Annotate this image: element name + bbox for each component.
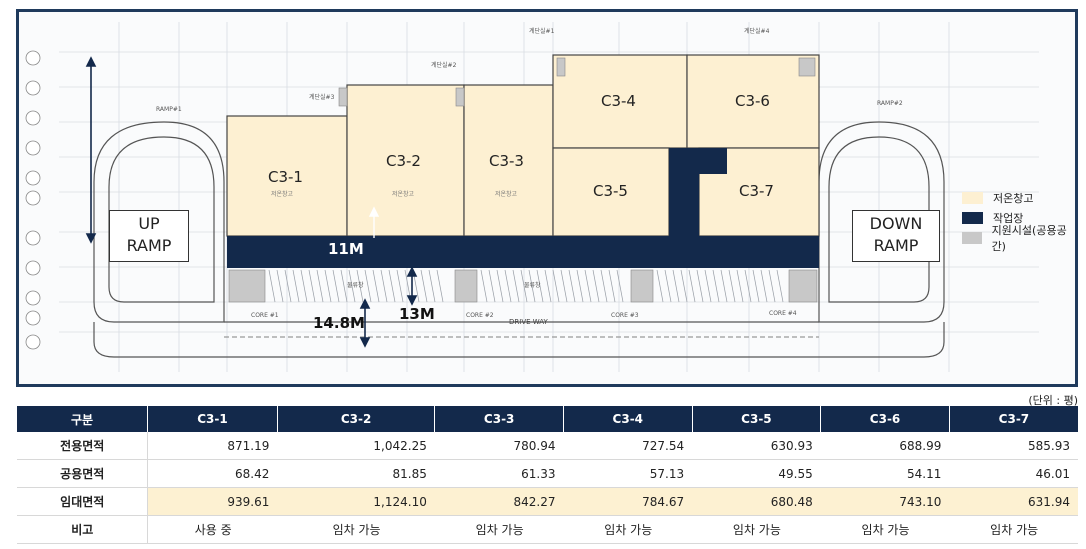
down-ramp-text-1: DOWN	[869, 214, 923, 233]
ramp-label: RAMP#2	[877, 100, 903, 107]
table-cell: 871.19	[147, 432, 278, 460]
floor-plan-drawing	[25, 22, 1039, 372]
dim-13m: 13M	[399, 305, 435, 323]
stair-label: 계단실#1	[529, 28, 555, 35]
table-row: 임대면적 939.61 1,124.10 842.27 784.67 680.4…	[16, 487, 1078, 516]
unit-c3-6-area	[686, 54, 820, 149]
table-header-row: 구분 C3-1 C3-2 C3-3 C3-4 C3-5 C3-6 C3-7	[16, 406, 1078, 432]
up-ramp-text-2: RAMP	[126, 236, 172, 255]
legend-item-warehouse: 저온창고	[962, 188, 1075, 208]
down-ramp-text-2: RAMP	[873, 236, 919, 255]
table-cell: 49.55	[692, 459, 821, 488]
dock-label: 물류창	[347, 282, 364, 289]
unit-c3-1-area	[226, 115, 348, 237]
table-cell: 68.42	[147, 459, 278, 488]
table-cell: 임차 가능	[949, 515, 1078, 544]
table-cell: 842.27	[434, 487, 564, 516]
legend-item-work: 작업장	[962, 208, 1075, 228]
unit-c3-1-label: C3-1	[268, 168, 303, 186]
stair-label: 계단실#4	[744, 28, 770, 35]
legend-label-support: 지원시설(공용공간)	[991, 224, 1067, 253]
table-cell: 46.01	[949, 459, 1078, 488]
table-cell: 54.11	[820, 459, 950, 488]
table-row: 공용면적 68.42 81.85 61.33 57.13 49.55 54.11…	[16, 459, 1078, 488]
legend-swatch-work	[962, 212, 983, 224]
col-header: C3-7	[948, 406, 1078, 432]
table-cell: 임차 가능	[434, 515, 564, 544]
dim-14-8m: 14.8M	[313, 314, 365, 332]
dock-label: 물류창	[524, 282, 541, 289]
stair-label: 계단실#2	[431, 62, 457, 69]
unit-c3-3-label: C3-3	[489, 152, 524, 170]
table-cell: 631.94	[949, 487, 1078, 516]
table-cell: 743.10	[820, 487, 950, 516]
unit-c3-4-label: C3-4	[601, 92, 636, 110]
up-ramp-label: UP RAMP	[109, 210, 189, 262]
col-header: C3-6	[820, 406, 950, 432]
table-cell: 1,124.10	[277, 487, 435, 516]
stair-label: 계단실#3	[309, 94, 335, 101]
core-label: CORE #3	[611, 312, 639, 319]
unit-c3-4-area	[552, 54, 688, 149]
unit-c3-3-sub: 저온창고	[495, 191, 518, 198]
table-cell: 780.94	[434, 432, 564, 460]
legend: 저온창고 작업장 지원시설(공용공간)	[962, 188, 1075, 253]
col-header: C3-2	[276, 406, 435, 432]
unit-c3-2-area	[346, 84, 465, 237]
col-header: C3-3	[434, 406, 564, 432]
floor-plan: 계단실#1 계단실#2 계단실#3 계단실#4 RAMP#1 RAMP#2 CO…	[16, 9, 1078, 387]
legend-swatch-support	[962, 232, 982, 244]
legend-label-warehouse: 저온창고	[993, 192, 1034, 205]
col-header: 구분	[16, 406, 148, 432]
table-cell: 임차 가능	[820, 515, 950, 544]
row-header: 임대면적	[16, 487, 148, 516]
table-cell: 688.99	[820, 432, 950, 460]
table-cell: 61.33	[434, 459, 564, 488]
legend-label-work: 작업장	[993, 212, 1024, 225]
unit-c3-1-sub: 저온창고	[271, 191, 294, 198]
table-cell: 630.93	[692, 432, 821, 460]
col-header: C3-1	[147, 406, 278, 432]
down-ramp-label: DOWN RAMP	[852, 210, 940, 262]
table-cell: 727.54	[563, 432, 693, 460]
legend-item-support: 지원시설(공용공간)	[962, 224, 1075, 253]
table-cell: 784.67	[563, 487, 693, 516]
table-cell: 임차 가능	[563, 515, 693, 544]
col-header: C3-5	[691, 406, 821, 432]
unit-c3-5-label: C3-5	[593, 182, 628, 200]
unit-note: (단위 : 평)	[1028, 394, 1078, 407]
table-row: 전용면적 871.19 1,042.25 780.94 727.54 630.9…	[16, 432, 1078, 460]
table-cell: 사용 중	[147, 515, 278, 544]
unit-c3-2-label: C3-2	[386, 152, 421, 170]
ramp-label: RAMP#1	[156, 106, 182, 113]
table-cell: 939.61	[147, 487, 278, 516]
core-label: CORE #1	[251, 312, 279, 319]
unit-c3-5-area	[552, 147, 670, 237]
table-cell: 임차 가능	[692, 515, 821, 544]
core-label: CORE #2	[466, 312, 494, 319]
dim-11m: 11M	[328, 240, 364, 258]
table-cell: 680.48	[692, 487, 821, 516]
row-header: 비고	[16, 515, 148, 544]
work-corridor	[227, 236, 819, 268]
legend-swatch-warehouse	[962, 192, 983, 204]
table-cell: 585.93	[949, 432, 1078, 460]
table-row: 비고 사용 중 임차 가능 임차 가능 임차 가능 임차 가능 임차 가능 임차…	[16, 515, 1078, 544]
table-cell: 57.13	[563, 459, 693, 488]
unit-c3-6-label: C3-6	[735, 92, 770, 110]
table-cell: 1,042.25	[277, 432, 435, 460]
driveway-label: DRIVE WAY	[509, 318, 548, 326]
table-cell: 임차 가능	[277, 515, 435, 544]
up-ramp-text-1: UP	[138, 214, 160, 233]
unit-c3-7-label: C3-7	[739, 182, 774, 200]
table-cell: 81.85	[277, 459, 435, 488]
row-header: 전용면적	[16, 432, 148, 460]
col-header: C3-4	[562, 406, 693, 432]
row-header: 공용면적	[16, 459, 148, 488]
core-label: CORE #4	[769, 310, 797, 317]
area-table: 구분 C3-1 C3-2 C3-3 C3-4 C3-5 C3-6 C3-7 전용…	[16, 406, 1078, 544]
unit-c3-2-sub: 저온창고	[392, 191, 415, 198]
